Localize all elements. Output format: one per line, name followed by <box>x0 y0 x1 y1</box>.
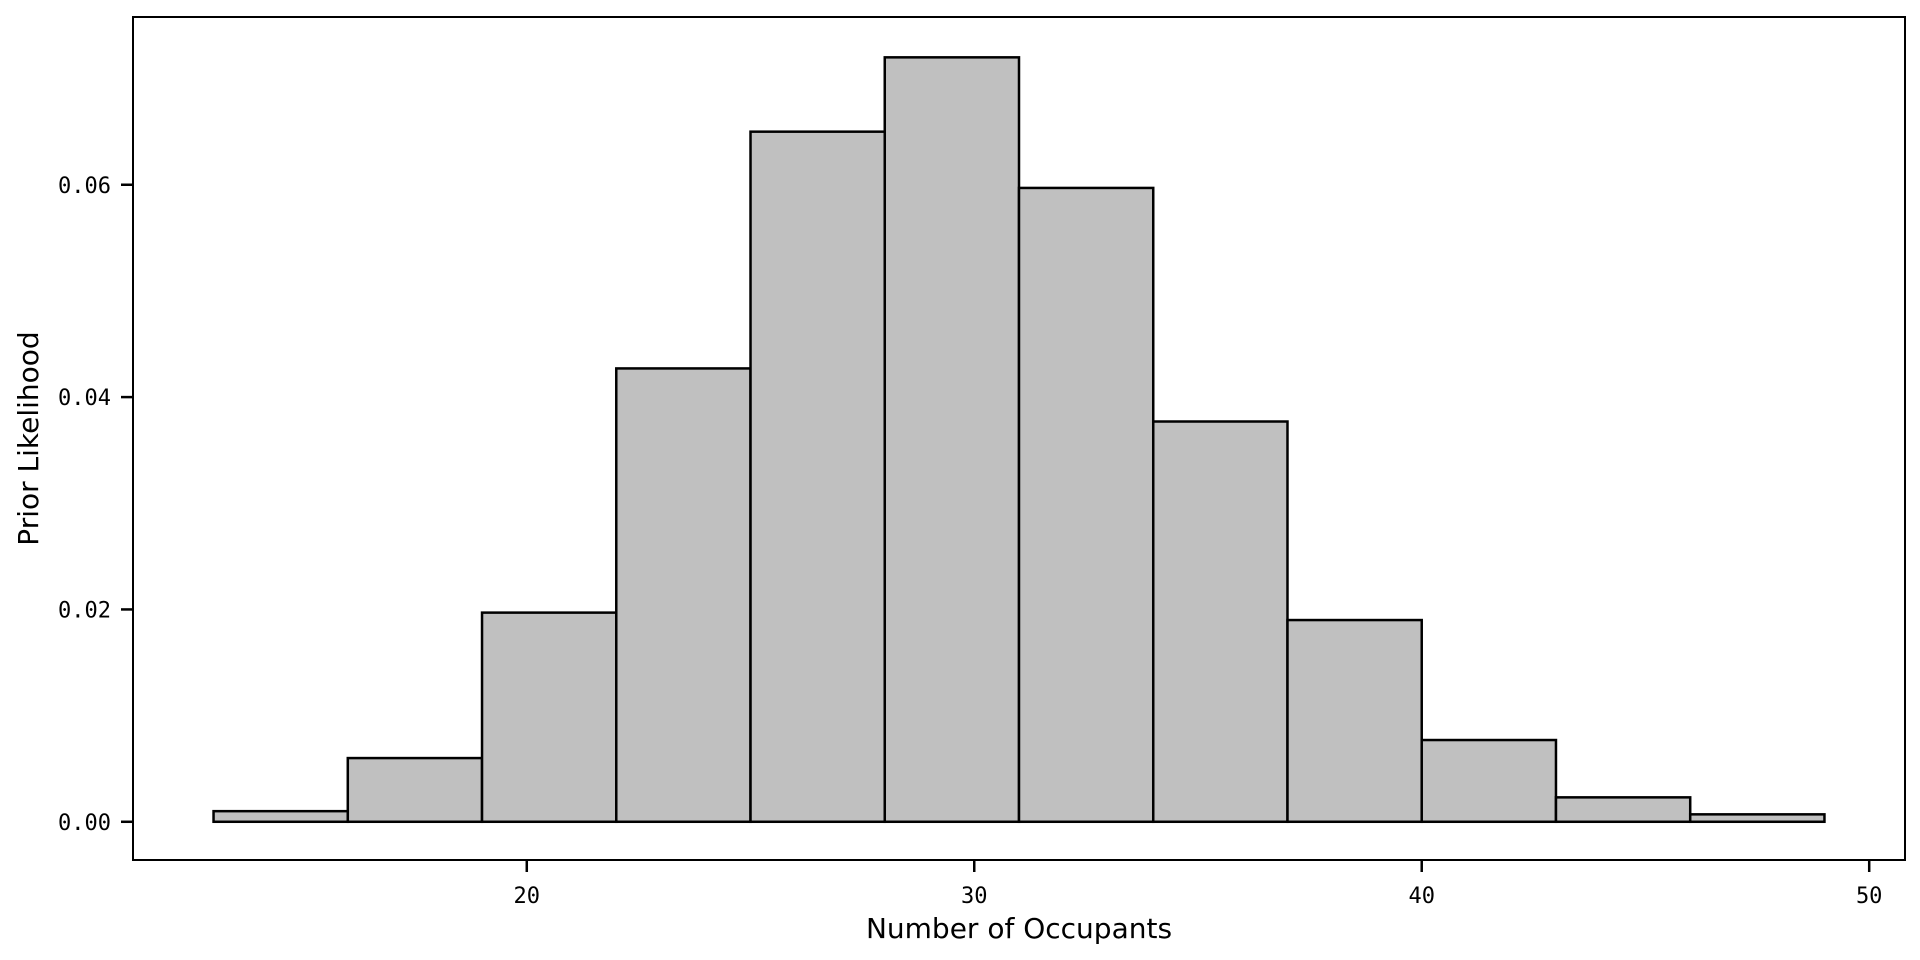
y-tick-label: 0.06 <box>58 174 111 199</box>
bars-group <box>212 56 1826 824</box>
y-axis-title: Prior Likelihood <box>12 331 45 545</box>
y-tick-label: 0.04 <box>58 386 111 411</box>
histogram-bar-10 <box>1420 738 1558 824</box>
histogram-bar-2 <box>346 756 484 824</box>
x-axis: 20 30 40 50 <box>514 860 1883 909</box>
histogram-bar-9 <box>1286 618 1423 824</box>
plot-frame <box>132 16 1906 861</box>
histogram-bar-5 <box>749 130 887 824</box>
histogram-bar-4 <box>615 367 752 824</box>
y-axis: 0.00 0.02 0.04 0.06 <box>58 174 133 836</box>
histogram-bar-1 <box>212 809 350 824</box>
y-tick-label: 0.02 <box>58 598 111 623</box>
x-tick-label: 50 <box>1856 884 1883 909</box>
x-axis-title: Number of Occupants <box>866 912 1172 945</box>
histogram-bar-7 <box>1017 186 1155 824</box>
histogram-bar-11 <box>1554 796 1692 824</box>
x-tick-label: 20 <box>514 884 541 909</box>
histogram-bar-12 <box>1688 813 1826 824</box>
x-tick-label: 40 <box>1408 884 1435 909</box>
histogram-bar-6 <box>883 56 1021 824</box>
x-tick-label: 30 <box>961 884 988 909</box>
y-tick-label: 0.00 <box>58 811 111 836</box>
histogram-bar-3 <box>480 611 618 824</box>
histogram-bar-8 <box>1151 420 1289 824</box>
